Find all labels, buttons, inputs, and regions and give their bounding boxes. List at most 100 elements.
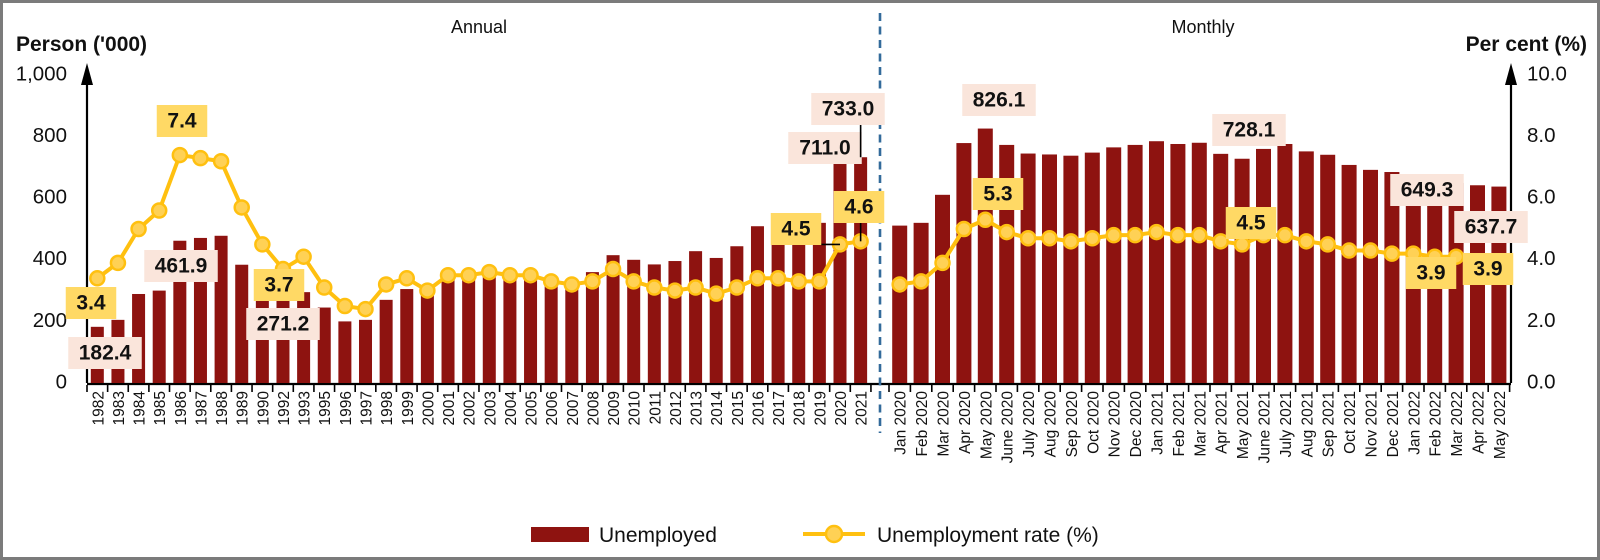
right-axis-tick-label: 6.0 — [1527, 186, 1556, 209]
x-axis-label: Jan 2022 — [1406, 391, 1423, 455]
rate-point-2008 — [584, 273, 601, 290]
panel-title-monthly: Monthly — [1171, 17, 1234, 37]
x-axis-label: Aug 2020 — [1043, 391, 1060, 458]
x-axis-label: 1985 — [152, 391, 169, 425]
bar-Dec-2021 — [1384, 172, 1400, 383]
x-axis-label: 2007 — [565, 391, 582, 425]
x-axis-label: 1998 — [379, 391, 396, 425]
x-axis-label: 2015 — [730, 391, 747, 425]
x-axis-label: Feb 2021 — [1171, 391, 1188, 457]
rate-point-2002 — [460, 266, 477, 284]
bar-1998 — [379, 299, 393, 383]
bar-2006 — [544, 278, 558, 383]
x-axis-label: Apr 2021 — [1214, 391, 1231, 454]
rate-point-2011 — [646, 279, 663, 296]
rate-point-Apr-2020 — [955, 220, 973, 238]
x-axis-label: 2018 — [792, 391, 809, 425]
x-axis-label: 1996 — [338, 391, 355, 425]
rate-point-2000 — [419, 282, 436, 299]
rate-point-Sep-2021 — [1319, 236, 1336, 253]
x-axis-label: 2013 — [689, 391, 706, 425]
rate-point-May-2020 — [977, 211, 994, 229]
rate-point-2007 — [563, 276, 581, 293]
rate-point-Aug-2020 — [1041, 229, 1058, 247]
data-label-7.4: 7.4 — [167, 110, 197, 133]
bar-1988 — [214, 235, 228, 383]
x-axis-label: Feb 2020 — [914, 391, 931, 457]
plot-area: 1982 1983 1984 1985 1986 1987 1988 1989 1990 1992… — [16, 13, 1567, 463]
x-axis-label: Jan 2020 — [893, 391, 910, 455]
x-axis-label: 2014 — [709, 391, 726, 426]
rate-point-Sep-2020 — [1062, 233, 1080, 250]
rate-point-Feb-2020 — [912, 273, 930, 290]
data-label-271.2: 271.2 — [257, 313, 310, 336]
x-axis-label: Nov 2020 — [1107, 391, 1124, 458]
data-label-box-271.2 — [246, 308, 320, 340]
rate-point-Dec-2021 — [1383, 245, 1401, 262]
data-label-box-733.0 — [811, 93, 885, 125]
right-axis-line-arrowhead — [1505, 63, 1517, 85]
rate-point-1985 — [150, 202, 168, 219]
bar-2010 — [627, 259, 641, 383]
rate-point-2015 — [728, 279, 746, 296]
x-axis-label: 2006 — [544, 391, 561, 425]
bar-Jan-2020 — [892, 225, 908, 383]
data-label-3.9: 3.9 — [1416, 262, 1445, 285]
rate-point-2019 — [811, 273, 828, 290]
rate-point-1986 — [171, 146, 189, 164]
x-axis-label: Oct 2021 — [1342, 391, 1359, 454]
rate-point-1989 — [233, 199, 250, 216]
x-axis-label: Jan 2021 — [1150, 391, 1167, 455]
x-axis-label: 1992 — [276, 391, 293, 425]
rate-point-Feb-2021 — [1169, 226, 1187, 244]
x-axis-label: 2001 — [441, 391, 458, 425]
bar-Apr-2021 — [1213, 153, 1229, 383]
rate-point-1983 — [109, 254, 127, 272]
x-axis-label: Feb 2022 — [1428, 391, 1445, 457]
right-axis-tick-label: 10.0 — [1527, 62, 1567, 85]
bar-1996 — [338, 321, 352, 383]
x-axis-label: 2003 — [482, 391, 499, 425]
data-label-box-826.1 — [962, 84, 1036, 116]
rate-point-2003 — [481, 263, 498, 281]
bar-2007 — [565, 279, 579, 383]
data-label-3.4: 3.4 — [76, 292, 106, 315]
x-axis-label: 2016 — [750, 391, 767, 425]
data-label-3.7: 3.7 — [264, 274, 293, 297]
x-axis-label: Aug 2021 — [1299, 391, 1316, 457]
rate-point-Apr-2021 — [1212, 233, 1229, 250]
bar-1999 — [400, 289, 414, 383]
bar-2002 — [462, 276, 476, 383]
rate-point-2006 — [542, 273, 560, 290]
x-axis-label: Oct 2020 — [1085, 391, 1102, 454]
rate-point-July-2021 — [1276, 226, 1294, 244]
rate-point-Aug-2021 — [1298, 233, 1315, 250]
rate-point-1993 — [295, 248, 312, 265]
rate-line-annual — [96, 153, 861, 312]
data-label-box-3.9 — [1462, 253, 1514, 285]
bar-June-2021 — [1256, 148, 1271, 383]
rate-point-June-2020 — [998, 223, 1015, 241]
right-axis-tick-label: 4.0 — [1527, 247, 1556, 270]
bar-Oct-2020 — [1084, 152, 1100, 383]
rate-point-2018 — [790, 273, 807, 290]
data-label-4.6: 4.6 — [844, 196, 873, 219]
data-label-box-4.6 — [833, 191, 885, 223]
bar-2008 — [585, 272, 599, 383]
bar-Sep-2020 — [1063, 155, 1079, 383]
bar-Apr-2020 — [956, 143, 972, 383]
left-axis-tick-label: 400 — [33, 247, 67, 270]
bar-1985 — [152, 290, 166, 383]
x-axis-label: 1990 — [255, 391, 272, 426]
x-axis-label: 1995 — [317, 391, 334, 425]
bar-2014 — [709, 257, 723, 383]
x-axis-label: Dec 2020 — [1128, 391, 1145, 458]
data-label-box-461.9 — [144, 250, 218, 282]
bar-Jan-2021 — [1149, 141, 1164, 383]
legend-label-unemployed: Unemployed — [599, 524, 717, 547]
bar-Dec-2020 — [1127, 144, 1143, 383]
right-axis-tick-label: 0.0 — [1527, 370, 1556, 393]
x-axis-label: May 2021 — [1235, 391, 1252, 459]
rate-point-Mar-2021 — [1191, 226, 1208, 244]
